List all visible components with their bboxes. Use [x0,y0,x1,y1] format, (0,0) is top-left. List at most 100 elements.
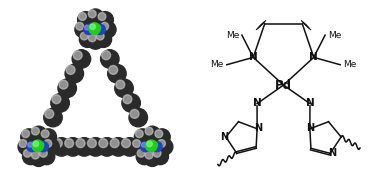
Circle shape [147,141,152,147]
Circle shape [45,110,54,118]
Circle shape [65,64,84,83]
Circle shape [41,130,49,138]
Circle shape [75,21,91,38]
Circle shape [156,139,173,155]
Circle shape [141,142,146,147]
Circle shape [39,142,44,147]
Circle shape [145,151,153,159]
Text: Me: Me [211,60,224,69]
Circle shape [19,140,27,147]
Circle shape [44,108,62,127]
Text: N: N [305,98,314,108]
Circle shape [87,9,104,25]
Circle shape [38,142,48,152]
Text: N: N [306,123,314,133]
Circle shape [44,140,52,147]
Circle shape [32,140,43,152]
Circle shape [40,129,57,145]
Circle shape [66,65,75,74]
Circle shape [123,95,132,104]
Circle shape [23,148,39,165]
Text: N: N [309,52,318,62]
Circle shape [154,129,170,145]
Circle shape [97,12,113,28]
Circle shape [146,140,157,152]
Circle shape [89,23,100,34]
Circle shape [122,94,140,112]
Text: N: N [220,132,228,142]
Circle shape [18,139,34,155]
Circle shape [76,22,84,30]
Circle shape [88,34,96,42]
Circle shape [144,150,160,166]
Text: N: N [249,52,258,62]
Circle shape [152,142,162,152]
Circle shape [129,108,147,127]
Circle shape [102,51,110,60]
Circle shape [58,79,76,97]
Circle shape [155,130,163,138]
Circle shape [110,139,119,148]
Circle shape [152,148,169,165]
Circle shape [90,24,95,29]
Circle shape [39,149,47,157]
Circle shape [130,110,139,118]
Text: N: N [254,123,262,133]
Circle shape [87,138,105,156]
Circle shape [43,139,59,155]
Circle shape [79,31,96,47]
Circle shape [39,148,55,165]
Circle shape [23,149,31,157]
Circle shape [133,140,141,147]
Circle shape [31,150,47,166]
Circle shape [65,139,74,148]
Circle shape [96,32,104,40]
Circle shape [95,31,112,47]
Circle shape [85,25,89,30]
Circle shape [100,21,116,38]
Circle shape [22,130,29,138]
Text: Me: Me [343,60,356,69]
Circle shape [73,51,82,60]
Circle shape [101,22,108,30]
Circle shape [87,139,96,148]
Circle shape [136,148,152,165]
Circle shape [88,10,96,18]
Text: N: N [328,148,336,158]
Circle shape [53,139,62,148]
Circle shape [77,12,94,28]
Circle shape [64,138,82,156]
Circle shape [59,80,68,89]
Circle shape [79,13,86,20]
Circle shape [31,126,47,142]
Circle shape [153,142,158,147]
Text: Me: Me [226,31,239,40]
Circle shape [31,127,39,135]
Circle shape [76,139,85,148]
Circle shape [137,149,145,157]
Circle shape [95,24,105,35]
Circle shape [108,64,126,83]
Circle shape [96,25,101,30]
Text: N: N [253,98,262,108]
Circle shape [31,151,39,159]
Text: Me: Me [328,31,341,40]
Circle shape [72,50,91,68]
Circle shape [33,141,39,147]
Circle shape [84,24,94,35]
Text: Pd: Pd [275,79,292,92]
Circle shape [28,142,33,147]
Circle shape [101,50,119,68]
Circle shape [98,13,106,20]
Circle shape [115,79,133,97]
Circle shape [52,95,61,104]
Circle shape [99,139,108,148]
Circle shape [121,138,139,156]
Circle shape [51,94,69,112]
Circle shape [27,142,37,152]
Circle shape [153,149,161,157]
Circle shape [132,139,148,155]
Circle shape [141,142,151,152]
Circle shape [81,32,88,40]
Circle shape [109,65,118,74]
